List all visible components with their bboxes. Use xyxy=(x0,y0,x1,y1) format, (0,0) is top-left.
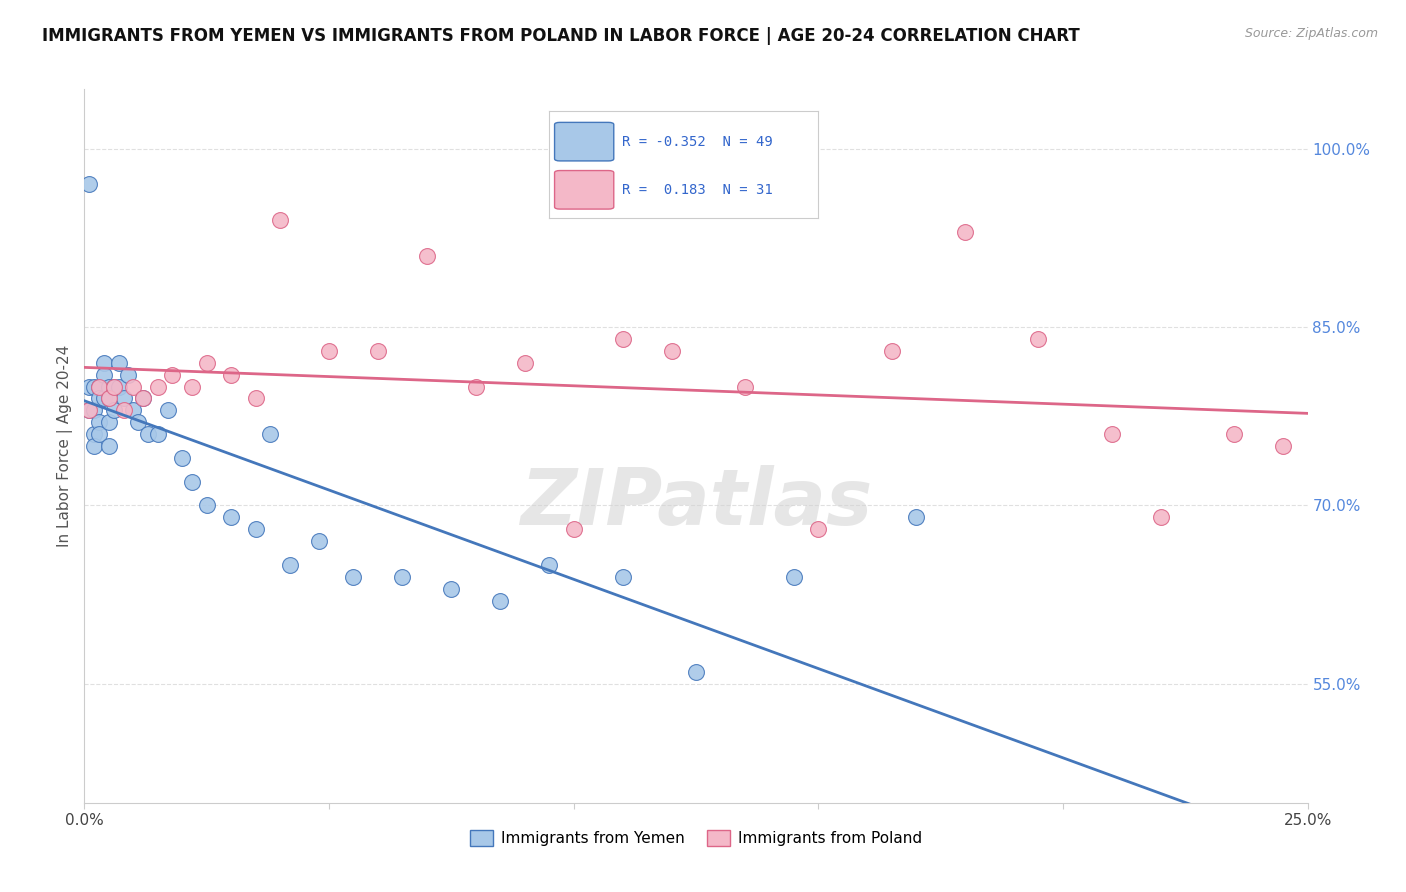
Point xyxy=(416,249,439,263)
Point xyxy=(127,415,149,429)
Point xyxy=(136,427,159,442)
Point xyxy=(538,558,561,572)
Point xyxy=(146,427,169,442)
Point xyxy=(391,570,413,584)
Point xyxy=(259,427,281,442)
Point xyxy=(245,392,267,406)
Point xyxy=(87,415,110,429)
Point xyxy=(83,427,105,442)
Point xyxy=(162,368,184,382)
Point xyxy=(308,534,330,549)
Point xyxy=(83,439,105,453)
Point xyxy=(342,570,364,584)
Point xyxy=(440,582,463,596)
Point xyxy=(103,379,125,393)
Point xyxy=(181,475,204,489)
Point xyxy=(612,570,634,584)
Point xyxy=(87,379,110,393)
Point xyxy=(1272,439,1295,453)
Point xyxy=(112,392,135,406)
Point xyxy=(156,403,179,417)
Point xyxy=(93,368,115,382)
Point xyxy=(783,570,806,584)
Point xyxy=(464,379,486,393)
Point xyxy=(87,379,110,393)
Point xyxy=(1028,332,1050,346)
Point xyxy=(734,379,756,393)
Point xyxy=(87,392,110,406)
Text: ZIPatlas: ZIPatlas xyxy=(520,465,872,541)
Point xyxy=(953,225,976,239)
Point xyxy=(77,178,100,192)
Point xyxy=(661,343,683,358)
Point xyxy=(905,510,928,524)
Point xyxy=(880,343,903,358)
Point xyxy=(685,665,707,679)
Point xyxy=(269,213,291,227)
Legend: Immigrants from Yemen, Immigrants from Poland: Immigrants from Yemen, Immigrants from P… xyxy=(464,824,928,852)
Point xyxy=(83,403,105,417)
Point xyxy=(278,558,301,572)
Point xyxy=(195,499,218,513)
Point xyxy=(87,427,110,442)
Point xyxy=(97,379,120,393)
Point xyxy=(367,343,389,358)
Point xyxy=(107,379,129,393)
Point xyxy=(612,332,634,346)
Point xyxy=(97,415,120,429)
Point xyxy=(807,522,830,536)
Point xyxy=(1223,427,1246,442)
Point xyxy=(219,510,242,524)
Point xyxy=(181,379,204,393)
Point xyxy=(112,403,135,417)
Point xyxy=(245,522,267,536)
Point xyxy=(107,356,129,370)
Text: Source: ZipAtlas.com: Source: ZipAtlas.com xyxy=(1244,27,1378,40)
Point xyxy=(103,403,125,417)
Point xyxy=(132,392,155,406)
Point xyxy=(1150,510,1173,524)
Point xyxy=(122,403,145,417)
Point xyxy=(97,392,120,406)
Point xyxy=(489,593,512,607)
Point xyxy=(83,379,105,393)
Point xyxy=(1223,831,1246,846)
Point xyxy=(77,379,100,393)
Point xyxy=(93,356,115,370)
Point xyxy=(97,439,120,453)
Point xyxy=(513,356,536,370)
Point xyxy=(318,343,340,358)
Point xyxy=(93,392,115,406)
Point xyxy=(97,392,120,406)
Point xyxy=(103,379,125,393)
Point xyxy=(132,392,155,406)
Y-axis label: In Labor Force | Age 20-24: In Labor Force | Age 20-24 xyxy=(58,345,73,547)
Point xyxy=(1101,427,1123,442)
Point xyxy=(1076,807,1098,822)
Point xyxy=(77,403,100,417)
Point xyxy=(562,522,585,536)
Point xyxy=(219,368,242,382)
Point xyxy=(122,379,145,393)
Point xyxy=(77,403,100,417)
Text: IMMIGRANTS FROM YEMEN VS IMMIGRANTS FROM POLAND IN LABOR FORCE | AGE 20-24 CORRE: IMMIGRANTS FROM YEMEN VS IMMIGRANTS FROM… xyxy=(42,27,1080,45)
Point xyxy=(172,450,194,465)
Point xyxy=(117,368,139,382)
Point xyxy=(195,356,218,370)
Point xyxy=(146,379,169,393)
